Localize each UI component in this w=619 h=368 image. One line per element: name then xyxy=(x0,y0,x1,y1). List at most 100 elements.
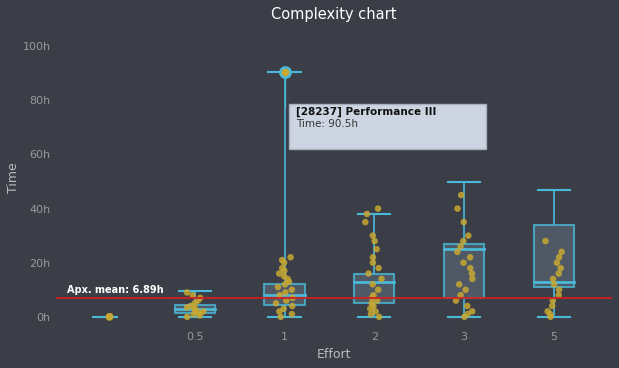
Point xyxy=(186,303,196,309)
Point xyxy=(279,306,288,312)
Point xyxy=(283,276,293,282)
Point xyxy=(273,284,283,290)
Bar xyxy=(354,273,394,303)
Point xyxy=(461,287,470,293)
Point xyxy=(556,265,566,271)
Point xyxy=(545,311,555,317)
Point xyxy=(467,270,477,276)
Point xyxy=(363,270,373,276)
Point xyxy=(456,292,465,298)
Point xyxy=(284,279,294,284)
Point xyxy=(374,265,384,271)
Point xyxy=(464,233,474,238)
Bar xyxy=(444,244,484,298)
Point xyxy=(456,244,465,250)
Point xyxy=(554,287,564,293)
Point xyxy=(195,312,205,318)
Point xyxy=(547,303,557,309)
Point xyxy=(279,260,289,266)
Point xyxy=(459,219,469,225)
Point xyxy=(368,292,378,298)
Point xyxy=(451,298,461,304)
Point xyxy=(374,314,384,320)
Point xyxy=(188,292,197,298)
Point xyxy=(275,292,285,298)
Point xyxy=(190,306,200,312)
Point xyxy=(190,300,200,306)
Point xyxy=(554,292,564,298)
Point xyxy=(367,295,377,301)
Point xyxy=(287,287,297,293)
Point xyxy=(365,306,375,312)
Point xyxy=(280,282,290,287)
Point xyxy=(462,311,472,317)
Point xyxy=(274,308,284,314)
Point xyxy=(277,265,287,271)
Point xyxy=(360,219,370,225)
Title: Complexity chart: Complexity chart xyxy=(271,7,397,22)
Point xyxy=(540,238,550,244)
Point xyxy=(467,308,477,314)
Point xyxy=(459,238,469,244)
Point xyxy=(194,310,204,316)
Point xyxy=(288,295,298,301)
Point xyxy=(276,314,286,320)
Point xyxy=(182,314,192,320)
Point xyxy=(366,300,376,306)
FancyBboxPatch shape xyxy=(289,105,487,149)
X-axis label: Effort: Effort xyxy=(317,348,351,361)
Point xyxy=(193,298,203,304)
Point xyxy=(274,270,284,276)
Point xyxy=(368,303,378,309)
Point xyxy=(366,311,376,317)
Point xyxy=(280,290,290,296)
Point xyxy=(556,249,566,255)
Point xyxy=(372,298,382,304)
Point xyxy=(271,300,281,306)
Text: Apx. mean: 6.89h: Apx. mean: 6.89h xyxy=(67,285,163,295)
Point xyxy=(105,314,115,320)
Point xyxy=(373,206,383,212)
Point xyxy=(277,257,287,263)
Point xyxy=(368,233,378,238)
Point xyxy=(552,260,562,266)
Point xyxy=(191,307,201,313)
Point xyxy=(549,282,559,287)
Point xyxy=(189,311,199,317)
Point xyxy=(199,308,209,314)
Point xyxy=(467,276,477,282)
Point xyxy=(554,254,564,260)
Point xyxy=(285,254,295,260)
Point xyxy=(368,260,378,266)
Bar xyxy=(264,284,305,305)
Bar xyxy=(175,305,215,313)
Point xyxy=(548,298,558,304)
Point xyxy=(465,265,475,271)
Point xyxy=(372,246,382,252)
Point xyxy=(543,308,553,314)
Point xyxy=(459,260,469,266)
Point xyxy=(370,238,379,244)
Y-axis label: Time: Time xyxy=(7,162,20,193)
Point xyxy=(182,290,192,296)
Point xyxy=(368,254,378,260)
Point xyxy=(373,287,383,293)
Point xyxy=(456,192,466,198)
Point xyxy=(462,303,472,309)
Point xyxy=(452,206,462,212)
Text: Time: 90.5h: Time: 90.5h xyxy=(297,119,358,129)
Point xyxy=(282,298,292,304)
Text: [28237] Performance III: [28237] Performance III xyxy=(297,107,436,117)
Point xyxy=(182,304,192,310)
Point xyxy=(287,311,297,317)
Point xyxy=(459,314,469,320)
Point xyxy=(279,268,289,274)
Point xyxy=(362,211,372,217)
Point xyxy=(545,314,555,320)
Point xyxy=(280,69,290,75)
Point xyxy=(376,276,386,282)
Point xyxy=(368,282,378,287)
Point xyxy=(454,282,464,287)
Point xyxy=(371,308,381,314)
Point xyxy=(452,249,462,255)
